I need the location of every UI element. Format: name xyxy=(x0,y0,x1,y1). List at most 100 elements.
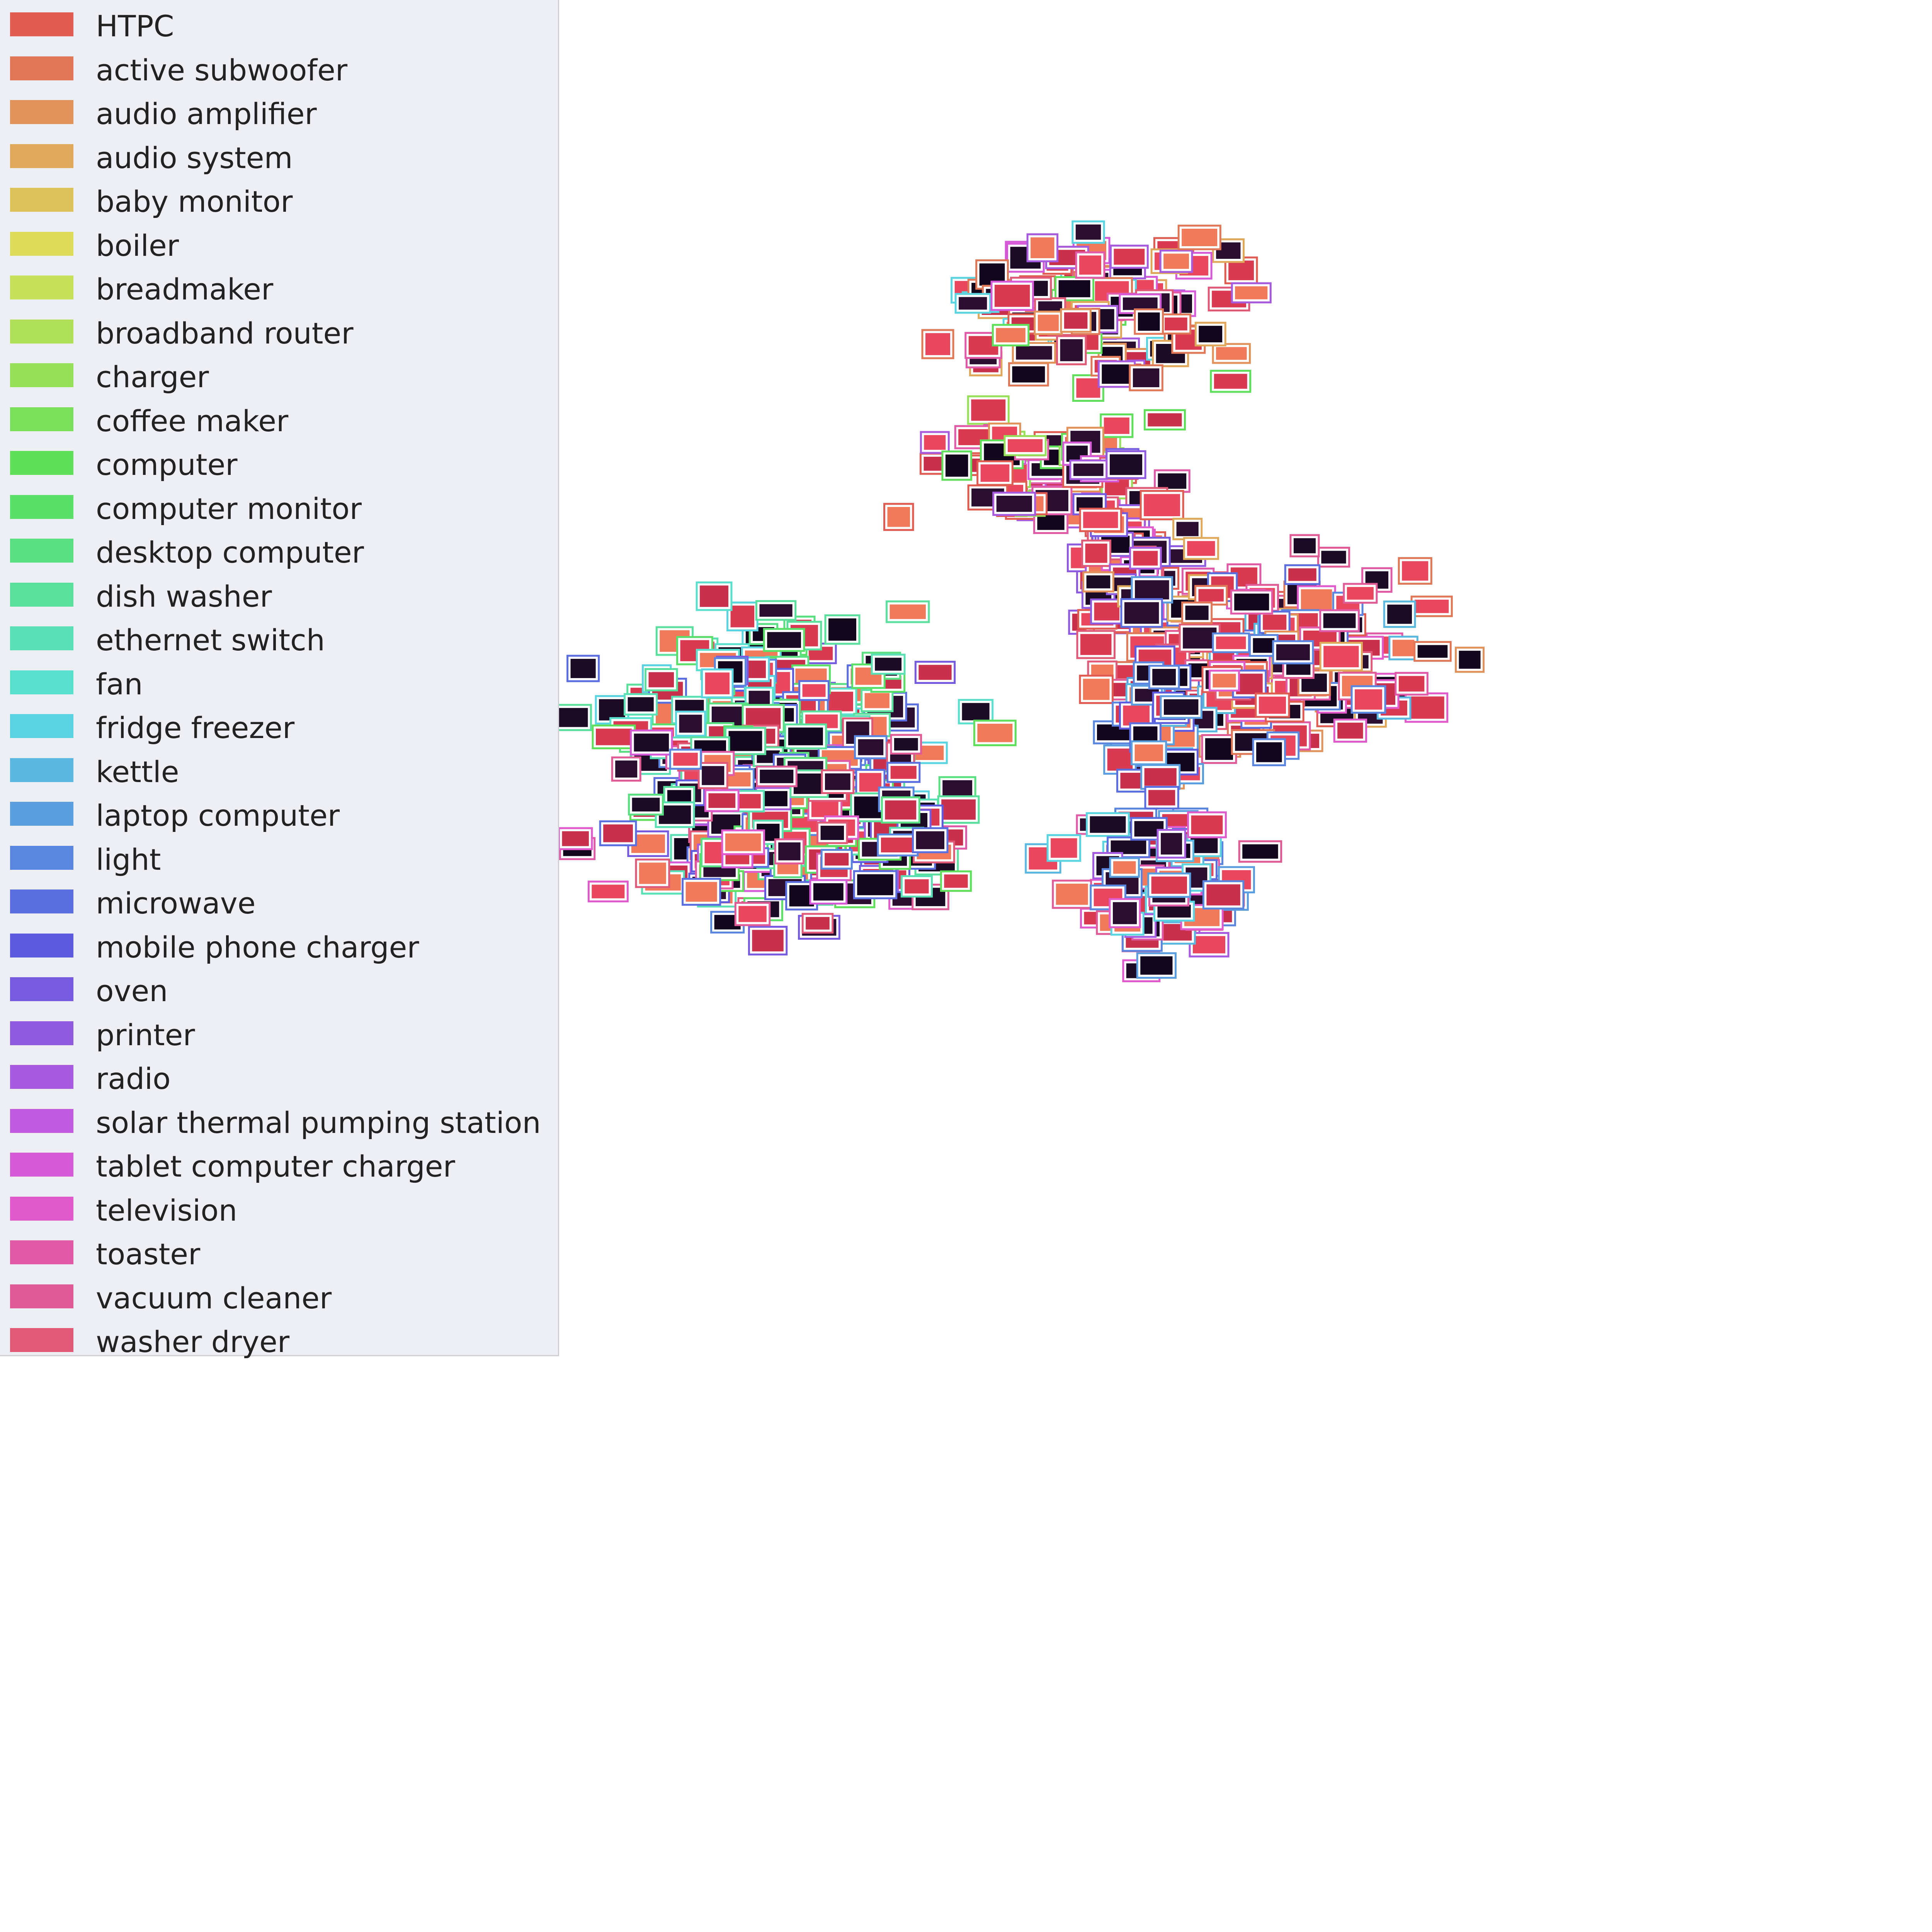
thumbnail-image xyxy=(1205,738,1233,760)
legend-swatch xyxy=(10,539,73,563)
thumbnail-image xyxy=(1182,228,1218,247)
legend-label: boiler xyxy=(96,228,179,263)
thumbnail-image xyxy=(925,333,950,355)
thumbnail-image xyxy=(820,825,844,840)
thumbnail-image xyxy=(1199,326,1223,342)
legend-label: coffee maker xyxy=(96,403,289,438)
thumbnail-image xyxy=(1073,463,1104,476)
legend-item: mobile phone charger xyxy=(10,927,551,964)
legend-swatch xyxy=(10,1240,73,1264)
legend-item: audio system xyxy=(10,137,551,175)
thumbnail-image xyxy=(875,658,902,671)
thumbnail-image xyxy=(1090,816,1126,833)
thumbnail-image xyxy=(702,766,724,785)
thumbnail-image xyxy=(639,862,666,884)
thumbnail-image xyxy=(887,507,910,527)
legend-swatch xyxy=(10,1065,73,1089)
thumbnail-image xyxy=(980,464,1010,482)
thumbnail-image xyxy=(1124,602,1159,624)
thumbnail-image xyxy=(1355,689,1382,710)
thumbnail-image xyxy=(738,906,767,922)
thumbnail-image xyxy=(802,684,826,697)
legend-item: radio xyxy=(10,1058,551,1096)
thumbnail-image xyxy=(752,930,784,952)
thumbnail-image xyxy=(1134,744,1163,761)
thumbnail-image xyxy=(924,435,946,450)
legend-label: baby monitor xyxy=(96,184,293,219)
thumbnail-image xyxy=(1111,840,1146,854)
thumbnail-image xyxy=(778,842,801,861)
thumbnail-image xyxy=(1094,602,1120,621)
legend-label: radio xyxy=(96,1061,171,1096)
thumbnail-image xyxy=(1176,522,1199,536)
legend-label: printer xyxy=(96,1017,195,1052)
thumbnail-image xyxy=(1109,454,1143,475)
legend-item: HTPC xyxy=(10,5,551,43)
thumbnail-image xyxy=(881,837,915,852)
thumbnail-image xyxy=(1064,312,1088,329)
legend-label: breadmaker xyxy=(96,272,274,306)
legend-label: audio system xyxy=(96,140,293,175)
thumbnail-image xyxy=(1037,315,1059,331)
thumbnail-image xyxy=(1058,280,1090,298)
thumbnail-image xyxy=(1191,815,1223,834)
legend-label: mobile phone charger xyxy=(96,930,419,964)
thumbnail-image xyxy=(1253,638,1275,653)
legend-item: broadband router xyxy=(10,313,551,350)
thumbnail-image xyxy=(1083,679,1110,700)
thumbnail-image xyxy=(728,731,762,751)
thumbnail-image xyxy=(705,672,730,694)
thumbnail-image xyxy=(679,714,702,733)
legend-item: tablet computer charger xyxy=(10,1146,551,1184)
thumbnail-image xyxy=(945,454,968,477)
legend-label: laptop computer xyxy=(96,798,340,833)
legend-swatch xyxy=(10,188,73,212)
thumbnail-image xyxy=(562,831,589,846)
thumbnail-image xyxy=(890,766,917,779)
legend-swatch xyxy=(10,319,73,344)
thumbnail-image xyxy=(1206,884,1240,906)
legend-label: fridge freezer xyxy=(96,711,295,745)
legend-label: fan xyxy=(96,667,143,701)
thumbnail-image xyxy=(648,672,674,687)
thumbnail-image xyxy=(603,824,633,842)
thumbnail-image xyxy=(859,773,881,792)
thumbnail-image xyxy=(858,739,884,755)
legend-swatch xyxy=(10,802,73,826)
thumbnail-image xyxy=(793,773,825,794)
thumbnail-image xyxy=(700,585,728,607)
legend-label: ethernet switch xyxy=(96,623,325,657)
thumbnail-image xyxy=(811,800,838,817)
legend-item: vacuum cleaner xyxy=(10,1277,551,1315)
thumbnail-image xyxy=(1259,696,1286,714)
legend-label: desktop computer xyxy=(96,535,364,570)
thumbnail-image xyxy=(885,800,917,820)
thumbnail-image xyxy=(1216,636,1246,649)
legend-swatch xyxy=(10,582,73,607)
legend-label: audio amplifier xyxy=(96,97,317,131)
thumbnail-image xyxy=(1060,339,1083,361)
legend-label: active subwoofer xyxy=(96,53,348,87)
thumbnail-image xyxy=(1337,723,1363,739)
thumbnail-image xyxy=(1157,905,1191,918)
thumbnail-image xyxy=(1276,644,1310,660)
legend-swatch xyxy=(10,363,73,387)
thumbnail-image xyxy=(905,879,929,894)
thumbnail-image xyxy=(825,773,850,790)
thumbnail-image xyxy=(1123,706,1150,726)
thumbnail-image xyxy=(738,794,761,809)
thumbnail-image xyxy=(1415,599,1449,613)
thumbnail-image xyxy=(592,884,625,898)
legend-item: laptop computer xyxy=(10,795,551,833)
thumbnail-image xyxy=(1102,364,1132,384)
thumbnail-image xyxy=(555,708,588,727)
legend-swatch xyxy=(10,144,73,168)
legend-item: boiler xyxy=(10,225,551,263)
thumbnail-image xyxy=(1213,673,1236,688)
thumbnail-image xyxy=(1079,255,1101,275)
thumbnail-image xyxy=(971,399,1006,421)
thumbnail-image xyxy=(1120,772,1144,789)
legend-swatch xyxy=(10,451,73,475)
thumbnail-image xyxy=(730,605,755,628)
legend-label: computer monitor xyxy=(96,491,362,526)
